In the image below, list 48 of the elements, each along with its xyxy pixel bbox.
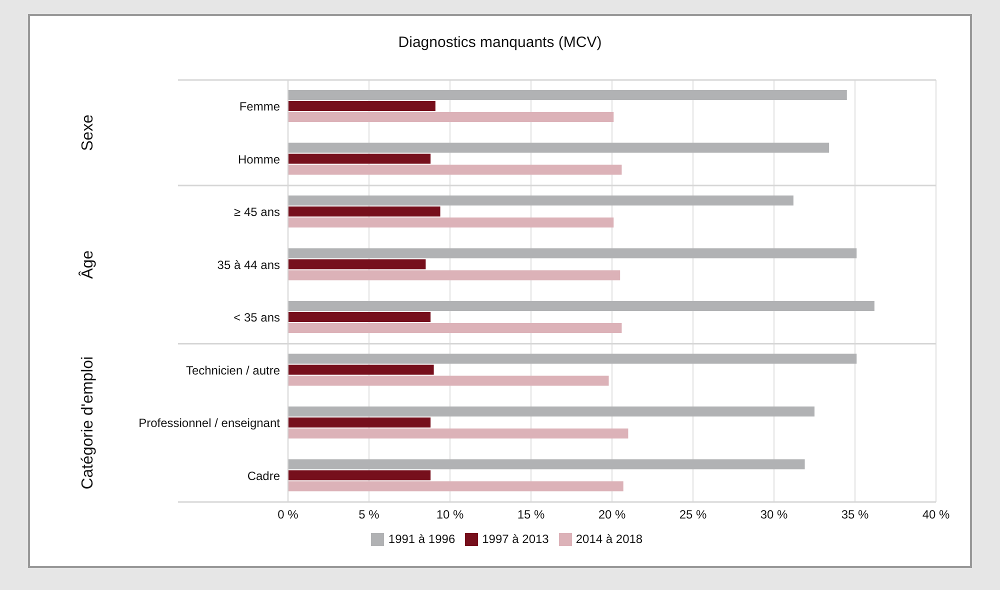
bar — [288, 196, 794, 206]
bar — [288, 112, 614, 122]
bar — [288, 428, 628, 438]
x-tick-label: 0 % — [278, 508, 299, 522]
x-tick-label: 10 % — [436, 508, 464, 522]
bar — [288, 154, 431, 164]
bar — [288, 164, 622, 175]
x-tick-label: 15 % — [517, 508, 545, 522]
x-tick-label: 20 % — [598, 508, 626, 522]
bar — [288, 312, 431, 322]
bar — [288, 259, 426, 270]
bar — [288, 142, 830, 153]
y-tick-label: Cadre — [247, 468, 280, 483]
y-tick-label: < 35 ans — [234, 310, 280, 325]
x-tick-label: 35 % — [841, 508, 869, 522]
bar — [288, 459, 805, 470]
text: Âge — [78, 250, 96, 279]
y-tick-label: Femme — [239, 100, 280, 114]
text: Sexe — [80, 114, 96, 151]
bar — [288, 101, 436, 111]
y-tick-label: Technicien / autre — [186, 363, 280, 378]
y-tick-label: ≥ 45 ans — [234, 205, 280, 220]
legend-label: 2014 à 2018 — [576, 532, 643, 546]
bar — [288, 364, 434, 375]
bar — [288, 90, 847, 100]
y-tick-label: 35 à 44 ans — [217, 258, 280, 272]
bar — [288, 406, 814, 416]
text: Catégorie d'emploi — [80, 356, 96, 490]
legend-label: 1991 à 1996 — [388, 532, 456, 546]
bar — [288, 218, 614, 228]
legend-label: 1997 à 2013 — [482, 532, 549, 546]
bar — [288, 376, 609, 386]
x-tick-label: 30 % — [760, 508, 788, 522]
bar — [288, 301, 874, 311]
bar — [288, 248, 857, 258]
chart-title: Diagnostics manquants (MCV) — [397, 34, 603, 51]
x-tick-label: 40 % — [922, 508, 950, 522]
bar — [288, 481, 624, 492]
bar — [288, 354, 857, 364]
bar — [288, 323, 622, 333]
bar — [288, 418, 431, 428]
x-tick-label: 25 % — [679, 508, 707, 522]
bar — [288, 206, 440, 216]
x-tick-label: 5 % — [358, 508, 380, 522]
bar — [288, 470, 431, 480]
bar — [288, 270, 620, 280]
y-tick-label: Professionnel / enseignant — [138, 416, 281, 430]
y-tick-label: Homme — [238, 152, 280, 166]
